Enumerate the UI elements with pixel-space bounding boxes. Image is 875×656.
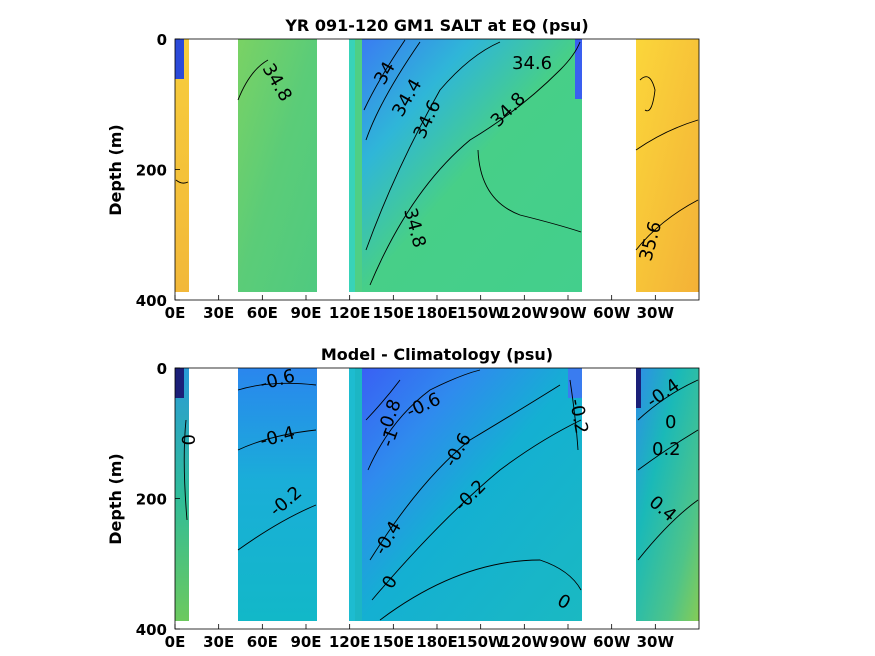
x-tick-label: 60W — [593, 633, 631, 651]
contour-lines — [183, 369, 699, 621]
x-tick-label: 0E — [165, 304, 186, 322]
x-tick-label: 120E — [329, 304, 371, 322]
x-tick-label: 150W — [457, 633, 505, 651]
x-tick-label: 30W — [637, 633, 675, 651]
field-fill — [175, 368, 699, 621]
x-tick-label: 60E — [247, 633, 278, 651]
y-tick-label: 400 — [136, 621, 167, 639]
y-tick-label: 400 — [136, 292, 167, 310]
contour-label: 0.2 — [652, 439, 681, 460]
x-tick-label: 180E — [416, 304, 458, 322]
y-axis: 0 200 400 — [136, 360, 180, 639]
y-axis-label: Depth (m) — [106, 453, 125, 545]
x-tick-label: 150W — [457, 304, 505, 322]
x-tick-label: 180E — [416, 633, 458, 651]
y-tick-label: 0 — [157, 360, 167, 378]
chart-title: Model - Climatology (psu) — [321, 345, 553, 364]
field-fill — [175, 39, 699, 292]
x-tick-label: 90W — [549, 633, 587, 651]
contour-lines — [175, 39, 699, 286]
x-tick-label: 30E — [203, 633, 234, 651]
x-tick-label: 60E — [247, 304, 278, 322]
x-tick-label: 150E — [373, 304, 415, 322]
chart-title: YR 091-120 GM1 SALT at EQ (psu) — [284, 16, 588, 35]
x-tick-label: 90E — [290, 304, 321, 322]
x-tick-label: 120W — [500, 304, 548, 322]
x-tick-label: 150E — [373, 633, 415, 651]
x-tick-label: 30E — [203, 304, 234, 322]
salinity-panel: YR 091-120 GM1 SALT at EQ (psu) 34.8 — [106, 16, 700, 322]
y-axis-label: Depth (m) — [106, 124, 125, 216]
x-tick-label: 120E — [329, 633, 371, 651]
y-tick-label: 200 — [136, 162, 167, 180]
contour-label: 0 — [665, 412, 676, 433]
contour-label: 34.6 — [512, 53, 552, 74]
x-tick-label: 120W — [500, 633, 548, 651]
y-axis: 0 200 400 — [136, 31, 180, 310]
difference-panel: Model - Climatology (psu) — [106, 345, 700, 651]
x-tick-label: 90E — [290, 633, 321, 651]
x-tick-label: 90W — [549, 304, 587, 322]
x-tick-label: 0E — [165, 633, 186, 651]
y-tick-label: 200 — [136, 491, 167, 509]
contour-label: 0 — [177, 434, 198, 445]
y-tick-label: 0 — [157, 31, 167, 49]
x-tick-label: 30W — [637, 304, 675, 322]
x-tick-label: 60W — [593, 304, 631, 322]
